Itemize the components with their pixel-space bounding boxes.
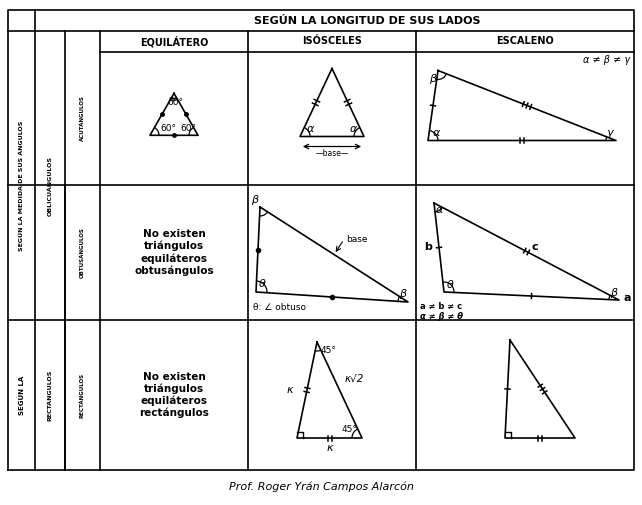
Text: α ≠ β ≠ γ: α ≠ β ≠ γ [583,55,630,65]
Text: κ: κ [326,443,333,453]
Text: RECTÁNGULOS: RECTÁNGULOS [80,373,85,418]
Text: 45°: 45° [321,346,337,355]
Text: β: β [251,195,258,205]
Text: No existen
triángulos
equiláteros
obtusángulos: No existen triángulos equiláteros obtusá… [134,229,214,276]
Text: β: β [399,289,406,299]
Text: θ: θ [447,280,454,290]
Text: SEGÚN LA LONGITUD DE SUS LADOS: SEGÚN LA LONGITUD DE SUS LADOS [254,16,480,25]
Text: EQUILÁTERO: EQUILÁTERO [140,36,208,47]
Text: 60°: 60° [167,98,183,107]
Text: RECTÁNGULOS: RECTÁNGULOS [48,369,53,421]
Text: β: β [610,288,617,298]
Text: ACUTÁNGULOS: ACUTÁNGULOS [80,95,85,141]
Text: β: β [429,75,436,84]
Text: b: b [424,242,432,252]
Text: a: a [624,293,632,303]
Text: 45°: 45° [341,425,357,434]
Text: κ: κ [286,385,293,395]
Text: α: α [436,205,444,215]
Text: SEGÚN LA MEDIDA DE SUS ÁNGULOS: SEGÚN LA MEDIDA DE SUS ÁNGULOS [19,121,24,251]
Text: —base—: —base— [315,149,349,159]
Text: 60°: 60° [160,124,176,133]
Text: a ≠ b ≠ c: a ≠ b ≠ c [420,302,462,311]
Text: α: α [350,124,357,133]
Text: α: α [433,127,440,137]
Text: θ: θ [259,279,266,289]
Text: α: α [307,124,315,133]
Text: α ≠ β ≠ θ: α ≠ β ≠ θ [420,312,463,321]
Text: OBTUSÁNGULOS: OBTUSÁNGULOS [80,227,85,278]
Text: γ: γ [607,127,613,137]
Text: Prof. Roger Yrán Campos Alarcón: Prof. Roger Yrán Campos Alarcón [229,482,413,492]
Text: 60°: 60° [180,124,196,133]
Text: base: base [346,235,367,244]
Text: No existen
triángulos
equiláteros
rectángulos: No existen triángulos equiláteros rectán… [139,372,209,418]
Text: κ√2: κ√2 [345,374,364,384]
Text: ISÓSCELES: ISÓSCELES [302,36,362,46]
Text: SEGÚN LA: SEGÚN LA [18,375,25,415]
Text: ESCALENO: ESCALENO [496,36,554,46]
Text: θ: ∠ obtuso: θ: ∠ obtuso [253,303,306,312]
Text: c: c [532,242,538,252]
Text: OBLICUÁNGULOS: OBLICUÁNGULOS [48,156,53,216]
